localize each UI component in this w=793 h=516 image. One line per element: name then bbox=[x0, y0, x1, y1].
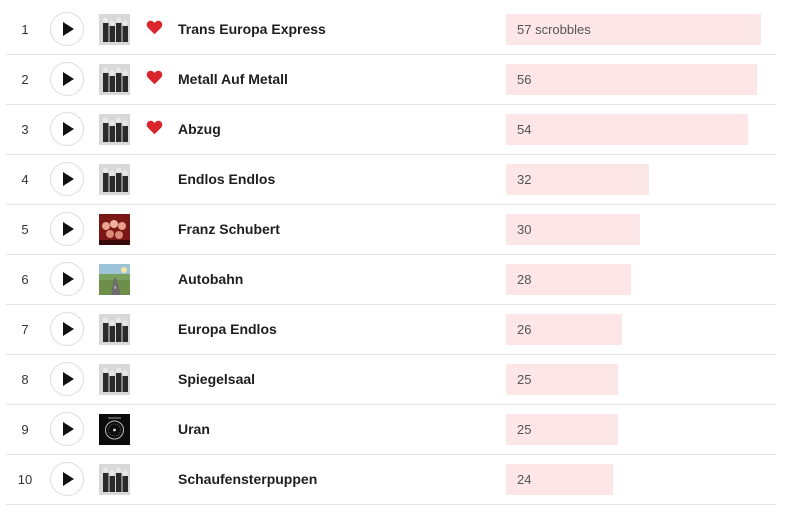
track-title[interactable]: Autobahn bbox=[178, 271, 244, 287]
scrobble-count[interactable]: 28 bbox=[517, 272, 532, 287]
play-icon bbox=[63, 72, 74, 86]
scrobble-bar[interactable] bbox=[506, 464, 613, 495]
scrobble-count[interactable]: 54 bbox=[517, 122, 532, 137]
album-art[interactable] bbox=[99, 64, 130, 95]
band-photo-red-thumbnail bbox=[99, 214, 130, 245]
heart-icon[interactable] bbox=[146, 19, 163, 36]
band-photo-bw-thumbnail bbox=[99, 464, 130, 495]
album-art[interactable] bbox=[99, 314, 130, 345]
track-row: 4 Endlos Endlos 32 bbox=[6, 155, 776, 205]
play-button[interactable] bbox=[50, 262, 84, 296]
album-art[interactable] bbox=[99, 414, 130, 445]
scrobble-bar[interactable] bbox=[506, 64, 757, 95]
scrobble-count[interactable]: 57 scrobbles bbox=[517, 22, 591, 37]
track-row: 1 Trans Europa Express 57 scrobbles bbox=[6, 5, 776, 55]
play-icon bbox=[63, 422, 74, 436]
track-rank: 10 bbox=[17, 472, 33, 487]
play-button[interactable] bbox=[50, 312, 84, 346]
scrobble-count[interactable]: 30 bbox=[517, 222, 532, 237]
scrobble-count[interactable]: 25 bbox=[517, 422, 532, 437]
scrobble-bar[interactable] bbox=[506, 264, 631, 295]
scrobble-count[interactable]: 32 bbox=[517, 172, 532, 187]
scrobble-bar[interactable] bbox=[506, 14, 761, 45]
band-photo-bw-thumbnail bbox=[99, 314, 130, 345]
play-icon bbox=[63, 472, 74, 486]
band-photo-bw-thumbnail bbox=[99, 164, 130, 195]
track-title[interactable]: Europa Endlos bbox=[178, 321, 277, 337]
album-art[interactable] bbox=[99, 14, 130, 45]
track-title[interactable]: Abzug bbox=[178, 121, 221, 137]
track-title[interactable]: Endlos Endlos bbox=[178, 171, 276, 187]
track-title[interactable]: Franz Schubert bbox=[178, 221, 280, 237]
album-art[interactable] bbox=[99, 464, 130, 495]
heart-icon[interactable] bbox=[146, 69, 163, 86]
track-rank: 9 bbox=[21, 422, 29, 437]
track-rank: 6 bbox=[21, 272, 29, 287]
track-chart-list: 1 Trans Europa Express 57 scrobbles 2 Me… bbox=[6, 5, 776, 505]
play-icon bbox=[63, 372, 74, 386]
scrobble-count[interactable]: 26 bbox=[517, 322, 532, 337]
track-rank: 8 bbox=[21, 372, 29, 387]
scrobble-count[interactable]: 24 bbox=[517, 472, 532, 487]
band-photo-bw-thumbnail bbox=[99, 14, 130, 45]
play-icon bbox=[63, 172, 74, 186]
album-art[interactable] bbox=[99, 114, 130, 145]
album-art[interactable] bbox=[99, 364, 130, 395]
scrobble-bar[interactable] bbox=[506, 314, 622, 345]
scrobble-bar[interactable] bbox=[506, 164, 649, 195]
play-icon bbox=[63, 22, 74, 36]
track-row: 3 Abzug 54 bbox=[6, 105, 776, 155]
track-rank: 3 bbox=[21, 122, 29, 137]
play-button[interactable] bbox=[50, 62, 84, 96]
play-icon bbox=[63, 322, 74, 336]
track-row: 10 Schaufensterpuppen 24 bbox=[6, 455, 776, 505]
radioactivity-dial-thumbnail bbox=[99, 414, 130, 445]
scrobble-bar[interactable] bbox=[506, 214, 640, 245]
track-row: 2 Metall Auf Metall 56 bbox=[6, 55, 776, 105]
track-title[interactable]: Spiegelsaal bbox=[178, 371, 256, 387]
track-title[interactable]: Metall Auf Metall bbox=[178, 71, 288, 87]
track-title[interactable]: Trans Europa Express bbox=[178, 21, 326, 37]
track-row: 9 Uran 25 bbox=[6, 405, 776, 455]
track-rank: 7 bbox=[21, 322, 29, 337]
band-photo-bw-thumbnail bbox=[99, 64, 130, 95]
track-row: 8 Spiegelsaal 25 bbox=[6, 355, 776, 405]
track-rank: 1 bbox=[21, 22, 29, 37]
play-button[interactable] bbox=[50, 112, 84, 146]
band-photo-bw-thumbnail bbox=[99, 364, 130, 395]
play-button[interactable] bbox=[50, 212, 84, 246]
album-art[interactable] bbox=[99, 264, 130, 295]
track-row: 7 Europa Endlos 26 bbox=[6, 305, 776, 355]
track-title[interactable]: Uran bbox=[178, 421, 210, 437]
play-button[interactable] bbox=[50, 12, 84, 46]
play-button[interactable] bbox=[50, 362, 84, 396]
play-icon bbox=[63, 272, 74, 286]
play-icon bbox=[63, 222, 74, 236]
play-icon bbox=[63, 122, 74, 136]
play-button[interactable] bbox=[50, 412, 84, 446]
scrobble-bar[interactable] bbox=[506, 414, 618, 445]
scrobble-bar[interactable] bbox=[506, 114, 748, 145]
album-art[interactable] bbox=[99, 214, 130, 245]
track-rank: 5 bbox=[21, 222, 29, 237]
play-button[interactable] bbox=[50, 162, 84, 196]
track-row: 5 Franz Schubert 30 bbox=[6, 205, 776, 255]
scrobble-bar[interactable] bbox=[506, 364, 618, 395]
scrobble-count[interactable]: 56 bbox=[517, 72, 532, 87]
highway-painting-thumbnail bbox=[99, 264, 130, 295]
track-rank: 2 bbox=[21, 72, 29, 87]
track-title[interactable]: Schaufensterpuppen bbox=[178, 471, 318, 487]
album-art[interactable] bbox=[99, 164, 130, 195]
scrobble-count[interactable]: 25 bbox=[517, 372, 532, 387]
band-photo-bw-thumbnail bbox=[99, 114, 130, 145]
track-row: 6 Autobahn 28 bbox=[6, 255, 776, 305]
heart-icon[interactable] bbox=[146, 119, 163, 136]
track-rank: 4 bbox=[21, 172, 29, 187]
play-button[interactable] bbox=[50, 462, 84, 496]
